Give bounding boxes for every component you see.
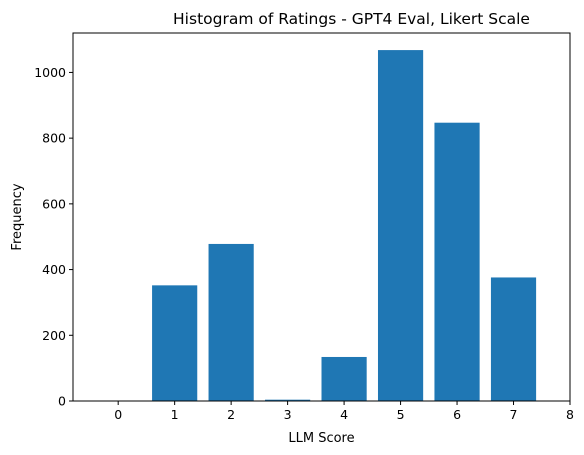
y-tick-label: 600 (42, 196, 66, 211)
bar-score-1 (152, 285, 198, 401)
bar-score-7 (490, 277, 537, 401)
y-tick-label: 800 (42, 131, 66, 146)
x-tick-label: 7 (510, 407, 518, 422)
x-tick-label: 0 (114, 407, 122, 422)
x-tick-label: 2 (227, 407, 235, 422)
chart-title: Histogram of Ratings - GPT4 Eval, Likert… (173, 10, 530, 28)
x-tick-label: 1 (171, 407, 179, 422)
x-axis: 0 1 2 3 4 5 6 7 8 (114, 401, 574, 422)
y-tick-label: 400 (42, 262, 66, 277)
bar-score-4 (321, 356, 367, 401)
y-tick-label: 200 (42, 328, 66, 343)
x-tick-label: 3 (284, 407, 292, 422)
x-tick-label: 6 (453, 407, 461, 422)
y-axis-label: Frequency (10, 183, 25, 250)
y-axis: 0 200 400 600 800 1000 (34, 65, 73, 409)
bar-score-2 (208, 243, 254, 401)
y-tick-label: 1000 (34, 65, 66, 80)
bars-group (152, 50, 537, 401)
x-axis-label: LLM Score (288, 431, 354, 446)
y-tick-label: 0 (58, 394, 66, 409)
bar-score-6 (434, 122, 480, 401)
bar-score-3 (265, 399, 311, 401)
x-tick-label: 5 (397, 407, 405, 422)
plot-frame (72, 32, 571, 402)
x-tick-label: 4 (340, 407, 348, 422)
bar-score-5 (377, 50, 424, 401)
x-tick-label: 8 (566, 407, 574, 422)
